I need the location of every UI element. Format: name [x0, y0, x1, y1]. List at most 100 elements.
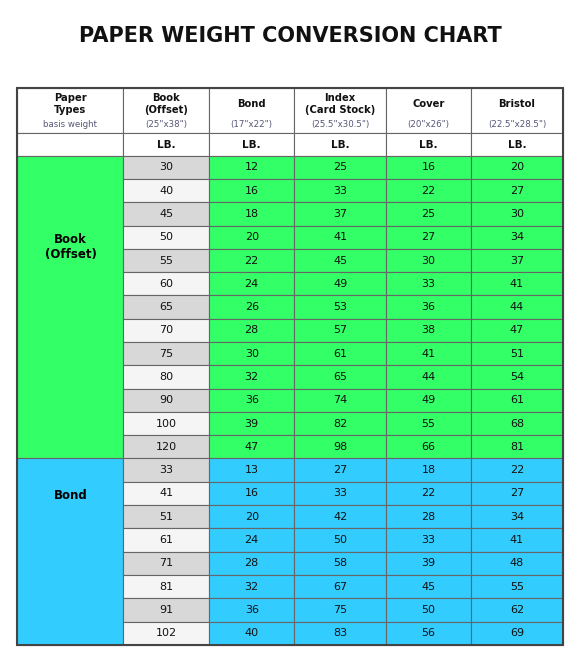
Bar: [209, 621, 295, 645]
Text: 36: 36: [245, 395, 259, 405]
Text: 28: 28: [245, 558, 259, 568]
Text: 61: 61: [333, 348, 347, 359]
Bar: [386, 156, 471, 179]
Text: 120: 120: [155, 442, 177, 452]
Text: 90: 90: [159, 395, 173, 405]
Text: 98: 98: [333, 442, 347, 452]
Text: Book
(Offset): Book (Offset): [144, 93, 188, 114]
Bar: [17, 88, 124, 133]
Text: 30: 30: [510, 209, 524, 219]
Text: 75: 75: [159, 348, 173, 359]
Text: 44: 44: [510, 302, 524, 312]
Text: LB.: LB.: [242, 140, 261, 150]
Text: 81: 81: [510, 442, 524, 452]
Text: 75: 75: [333, 605, 347, 615]
Text: 51: 51: [510, 348, 524, 359]
Text: 34: 34: [510, 232, 524, 242]
Bar: [124, 88, 209, 133]
Bar: [471, 552, 563, 575]
Text: 57: 57: [333, 326, 347, 335]
Text: 27: 27: [510, 186, 524, 196]
Text: 27: 27: [510, 488, 524, 499]
Bar: [124, 598, 209, 621]
Text: 55: 55: [422, 419, 436, 428]
Text: 69: 69: [510, 628, 524, 638]
Text: 32: 32: [245, 372, 259, 382]
Text: 24: 24: [245, 535, 259, 545]
Bar: [209, 179, 295, 202]
Bar: [471, 621, 563, 645]
Bar: [295, 179, 386, 202]
Bar: [295, 598, 386, 621]
Text: 30: 30: [422, 255, 436, 265]
Text: 33: 33: [422, 535, 436, 545]
Text: 33: 33: [333, 488, 347, 499]
Text: 50: 50: [422, 605, 436, 615]
Text: 68: 68: [510, 419, 524, 428]
Bar: [124, 133, 209, 156]
Bar: [471, 226, 563, 249]
Text: 41: 41: [159, 488, 173, 499]
Bar: [386, 133, 471, 156]
Bar: [124, 202, 209, 226]
Text: 24: 24: [245, 279, 259, 289]
Bar: [295, 412, 386, 436]
Text: 47: 47: [245, 442, 259, 452]
Text: 32: 32: [245, 582, 259, 592]
Text: 20: 20: [510, 162, 524, 172]
Text: LB.: LB.: [508, 140, 526, 150]
Bar: [386, 528, 471, 552]
Text: 34: 34: [510, 512, 524, 522]
Bar: [17, 133, 124, 156]
Bar: [295, 88, 386, 133]
Bar: [209, 436, 295, 458]
Bar: [295, 552, 386, 575]
Bar: [124, 296, 209, 318]
Text: 82: 82: [333, 419, 347, 428]
Bar: [209, 482, 295, 505]
Text: (22.5"x28.5"): (22.5"x28.5"): [488, 120, 546, 129]
Text: 25: 25: [333, 162, 347, 172]
Bar: [386, 436, 471, 458]
Bar: [124, 575, 209, 598]
Bar: [209, 226, 295, 249]
Text: 28: 28: [245, 326, 259, 335]
Bar: [295, 226, 386, 249]
Text: 74: 74: [333, 395, 347, 405]
Bar: [209, 88, 295, 133]
Bar: [471, 528, 563, 552]
Bar: [386, 272, 471, 296]
Bar: [295, 272, 386, 296]
Bar: [295, 249, 386, 272]
Bar: [471, 389, 563, 412]
Text: Bond: Bond: [53, 489, 88, 502]
Bar: [386, 365, 471, 389]
Bar: [471, 598, 563, 621]
Bar: [386, 389, 471, 412]
Bar: [209, 458, 295, 482]
Text: 30: 30: [160, 162, 173, 172]
Text: Paper
Types: Paper Types: [54, 93, 87, 114]
Text: LB.: LB.: [157, 140, 176, 150]
Text: Index
(Card Stock): Index (Card Stock): [305, 93, 375, 114]
Bar: [209, 365, 295, 389]
Bar: [17, 458, 124, 645]
Bar: [209, 505, 295, 528]
Bar: [386, 226, 471, 249]
Text: 58: 58: [333, 558, 347, 568]
Text: Cover: Cover: [412, 99, 445, 109]
Bar: [295, 505, 386, 528]
Text: 102: 102: [155, 628, 177, 638]
Text: 62: 62: [510, 605, 524, 615]
Bar: [124, 528, 209, 552]
Text: 47: 47: [510, 326, 524, 335]
Bar: [471, 342, 563, 365]
Bar: [295, 389, 386, 412]
Text: 41: 41: [510, 279, 524, 289]
Bar: [209, 552, 295, 575]
Text: 39: 39: [422, 558, 436, 568]
Text: 55: 55: [510, 582, 524, 592]
Text: (25.5"x30.5"): (25.5"x30.5"): [311, 120, 369, 129]
Bar: [471, 365, 563, 389]
Text: 54: 54: [510, 372, 524, 382]
